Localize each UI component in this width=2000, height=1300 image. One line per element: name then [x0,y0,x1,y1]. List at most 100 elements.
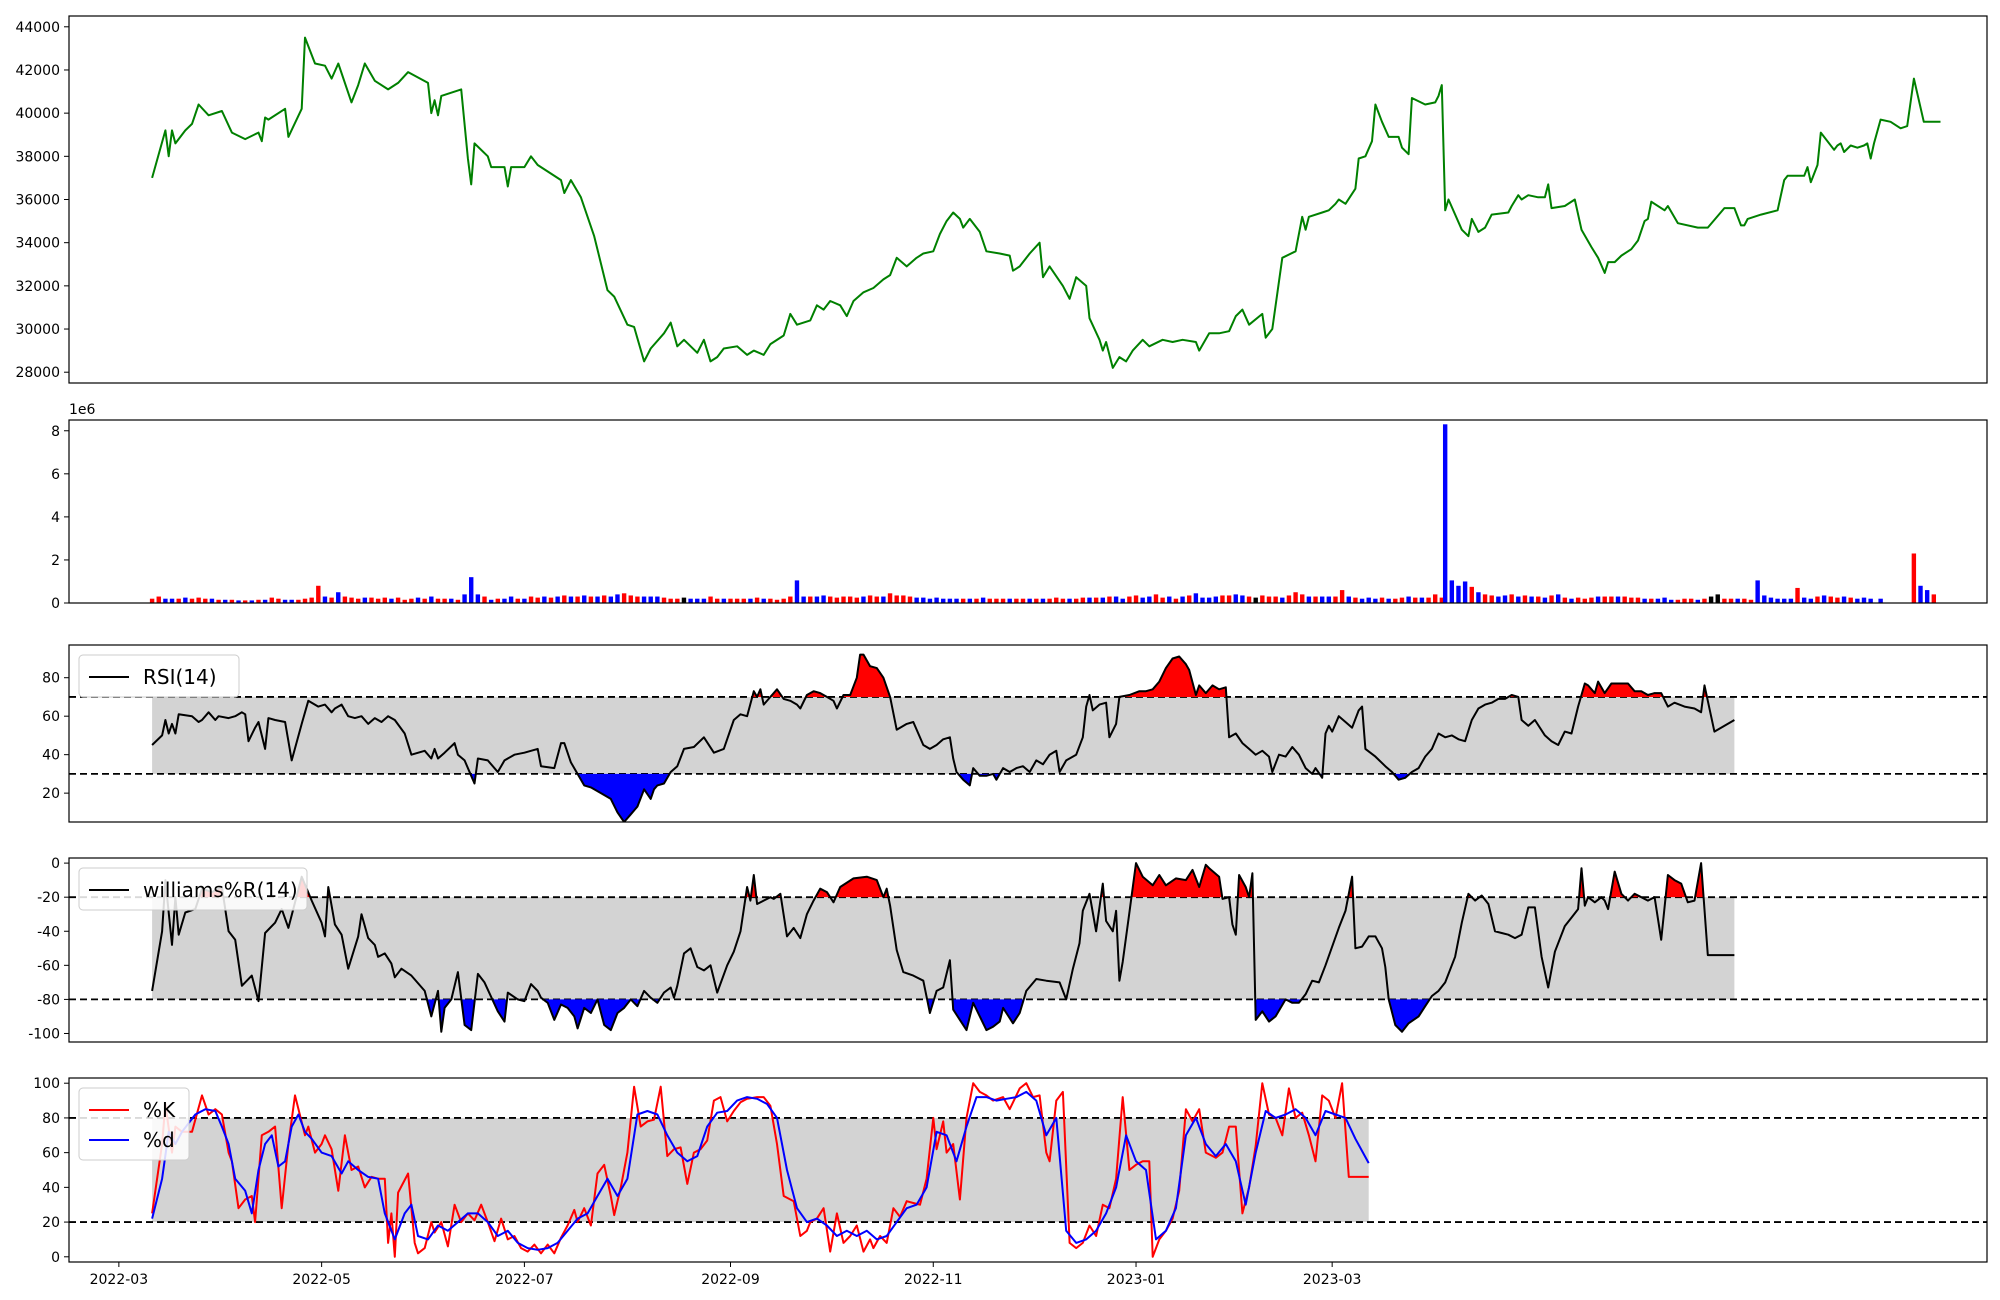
y-tick-label: -20 [37,890,60,906]
volume-bar [1000,598,1006,603]
volume-bar [1187,595,1192,603]
volume-bar [1333,596,1338,603]
volume-bar [1868,598,1873,603]
volume-bar [336,592,341,603]
volume-bar [316,585,321,603]
volume-bar [1808,598,1814,603]
volume-bar [1655,598,1661,603]
volume-bar [216,599,221,603]
y-tick-label: -40 [37,924,60,940]
volume-bar [1293,592,1298,603]
volume-bar [389,598,394,603]
volume-bar [163,598,168,603]
volume-bar [1127,596,1132,603]
volume-bar [1562,597,1568,603]
y-tick-label: 60 [42,709,60,725]
volume-bar [415,597,421,603]
volume-bar [276,598,281,603]
volume-bar [881,596,886,603]
volume-bar [382,597,387,603]
volume-bar [1828,596,1833,603]
x-tick-label: 2022-05 [292,1272,351,1288]
volume-bar [1549,595,1554,603]
volume-bar [914,597,919,603]
volume-bar [608,596,614,603]
volume-bar [1748,599,1754,603]
volume-bar [449,598,454,603]
volume-bar [1087,597,1092,603]
volume-bar [941,598,946,603]
volume-bar [229,599,235,603]
oversold-fill [543,999,598,1029]
volume-bar [1147,596,1152,603]
volume-bar [1060,598,1066,603]
volume-bar [1359,598,1365,603]
volume-bar [262,599,268,603]
volume-bar [429,596,434,603]
volume-bar [987,598,992,603]
volume-bar [1855,598,1860,603]
volume-bar [1609,596,1614,603]
volume-bar [1180,596,1185,603]
volume-bar [801,596,806,603]
y-tick-label: 40 [42,748,60,764]
volume-bar [1246,596,1252,603]
volume-bar [1755,580,1760,603]
volume-bar [1439,597,1445,603]
volume-bar [1193,593,1199,603]
volume-bar [1120,598,1125,603]
volume-bar [754,597,760,603]
volume-bar [1835,597,1840,603]
neutral-band [152,897,1735,1000]
volume-bar [1449,580,1455,603]
volume-bar [741,598,746,603]
volume-bar [176,598,181,603]
volume-bar [1226,595,1232,603]
volume-bar [1669,599,1674,603]
plot-area [149,424,1937,603]
volume-bar [249,600,255,603]
volume-bar [1931,594,1937,603]
volume-bar [967,598,973,603]
overbought-fill [835,876,884,898]
volume-bar [588,596,594,603]
panel-price: 28000 30000 32000 34000 36000 38000 40000 42000… [15,15,1988,384]
volume-bar [1200,597,1205,603]
volume-bar [1379,597,1385,603]
volume-bar [203,598,208,603]
volume-bar [242,600,248,603]
volume-bar [781,598,786,603]
panel-volume: 0 2 4 6 8 1e6 [51,402,1988,612]
y-tick-label: 42000 [15,63,60,79]
volume-bar [1708,596,1714,603]
volume-bar [1413,597,1418,603]
y-tick-label: 38000 [15,149,60,165]
volume-bar [1034,598,1039,603]
volume-bar [1662,597,1667,603]
volume-bar [814,596,820,603]
volume-bar [375,598,381,603]
oversold-fill [492,999,507,1022]
volume-bar [867,595,873,603]
volume-bar [1482,594,1488,603]
volume-bar [1522,595,1528,603]
oversold-fill [1388,999,1430,1032]
volume-bar [861,596,866,603]
volume-bar [169,598,175,603]
legend-box [78,867,308,911]
volume-bar [1762,595,1767,603]
volume-bar [535,597,540,603]
volume-bar [1924,590,1930,603]
volume-bar [1688,598,1694,603]
volume-bar [322,596,328,603]
neutral-band [152,1117,1369,1223]
volume-bar [1399,597,1405,603]
volume-bar [1509,594,1514,603]
series-line-2 [151,1090,1370,1251]
volume-bar [1007,598,1012,603]
volume-bar [409,598,414,603]
volume-bar [482,596,487,603]
volume-bar [1861,597,1867,603]
volume-bar [1715,594,1720,603]
volume-bar [1918,585,1923,603]
